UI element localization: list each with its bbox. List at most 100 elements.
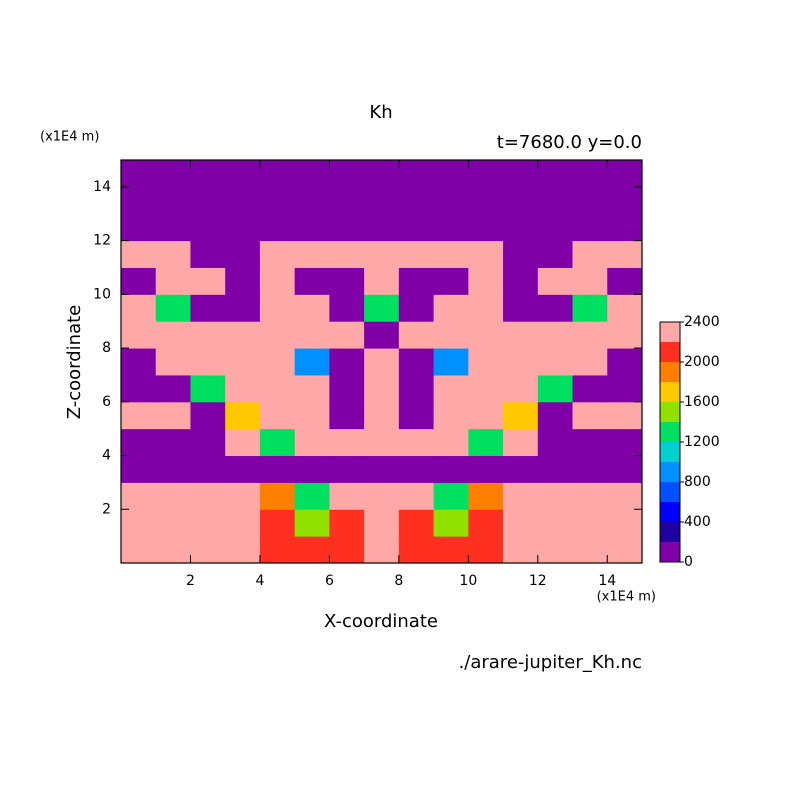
field-cell	[433, 401, 469, 430]
field-cell	[259, 455, 296, 483]
field-cell	[121, 294, 157, 322]
field-cell	[190, 455, 226, 483]
field-cell	[155, 455, 191, 483]
field-cell	[572, 294, 608, 322]
field-cell	[572, 428, 608, 457]
field-cell	[433, 455, 469, 483]
field-cell	[364, 482, 400, 510]
field-cell	[503, 536, 539, 564]
plot-frame	[120, 159, 643, 564]
field-cell	[364, 401, 400, 430]
field-cell	[155, 267, 191, 295]
field-cell	[468, 213, 504, 242]
field-cell	[190, 348, 226, 376]
field-cell	[225, 401, 261, 430]
field-cell	[433, 536, 469, 564]
field-cell	[121, 374, 157, 403]
colorbar-box	[660, 402, 680, 422]
field-cell	[572, 374, 608, 403]
field-cell	[190, 482, 226, 510]
field-cell	[121, 160, 157, 188]
field-cell	[225, 160, 261, 188]
field-cell	[190, 186, 226, 215]
field-cell	[259, 536, 296, 564]
field-cell	[364, 455, 400, 483]
field-cell	[259, 186, 296, 215]
field-cell	[572, 213, 608, 242]
field-cell	[398, 536, 435, 564]
field-cell	[468, 294, 504, 322]
field-cell	[155, 401, 191, 430]
field-cell	[607, 401, 643, 430]
field-cell	[121, 213, 157, 242]
field-cell	[294, 509, 330, 537]
field-cell	[537, 401, 574, 430]
field-cell	[468, 321, 504, 349]
field-cell	[537, 240, 574, 268]
field-cell	[155, 294, 191, 322]
field-cell	[190, 401, 226, 430]
field-cell	[607, 374, 643, 403]
field-cell	[503, 401, 539, 430]
field-cell	[433, 160, 469, 188]
colorbar-tick-label: 1600	[684, 394, 720, 410]
field-cell	[259, 401, 296, 430]
x-tick-label: 6	[325, 573, 334, 589]
field-cell	[259, 509, 296, 537]
field-cell	[121, 348, 157, 376]
field-cell	[294, 536, 330, 564]
field-cell	[537, 348, 574, 376]
field-cell	[398, 213, 435, 242]
field-cell	[121, 321, 157, 349]
field-cell	[607, 186, 643, 215]
field-cell	[364, 536, 400, 564]
field-cell	[572, 401, 608, 430]
field-cell	[468, 186, 504, 215]
colorbar-box	[660, 462, 680, 482]
field-cell	[259, 321, 296, 349]
field-cell	[398, 374, 435, 403]
field-cell	[607, 267, 643, 295]
colorbar-box	[660, 422, 680, 442]
field-cell	[503, 267, 539, 295]
field-cell	[121, 509, 157, 537]
colorbar-tick-label: 2400	[684, 314, 720, 330]
field-cell	[329, 536, 365, 564]
source: ./arare-jupiter_Kh.nc	[459, 652, 642, 673]
field-cell	[329, 160, 365, 188]
field-cell	[294, 160, 330, 188]
field-cell	[572, 509, 608, 537]
field-cell	[329, 321, 365, 349]
field-cell	[121, 267, 157, 295]
field-cell	[607, 321, 643, 349]
field-cell	[572, 455, 608, 483]
field-cell	[155, 321, 191, 349]
field-cell	[121, 186, 157, 215]
field-cell	[329, 401, 365, 430]
field-cell	[503, 374, 539, 403]
field-cell	[329, 267, 365, 295]
field-cell	[537, 213, 574, 242]
field-cell	[190, 213, 226, 242]
field-cell	[329, 374, 365, 403]
y-tick-label: 4	[102, 448, 111, 464]
y-tick-label: 6	[102, 394, 111, 410]
field-cell	[468, 428, 504, 457]
field-cell	[225, 267, 261, 295]
field-cell	[503, 509, 539, 537]
field-cell	[155, 160, 191, 188]
field-cell	[398, 294, 435, 322]
field-cell	[398, 509, 435, 537]
field-cell	[190, 321, 226, 349]
field-cell	[398, 455, 435, 483]
field-cell	[607, 160, 643, 188]
field-cell	[607, 240, 643, 268]
field-cell	[503, 455, 539, 483]
colorbar-box	[660, 442, 680, 462]
field-cell	[433, 240, 469, 268]
field-cell	[294, 321, 330, 349]
field-cell	[607, 482, 643, 510]
field-cell	[503, 213, 539, 242]
